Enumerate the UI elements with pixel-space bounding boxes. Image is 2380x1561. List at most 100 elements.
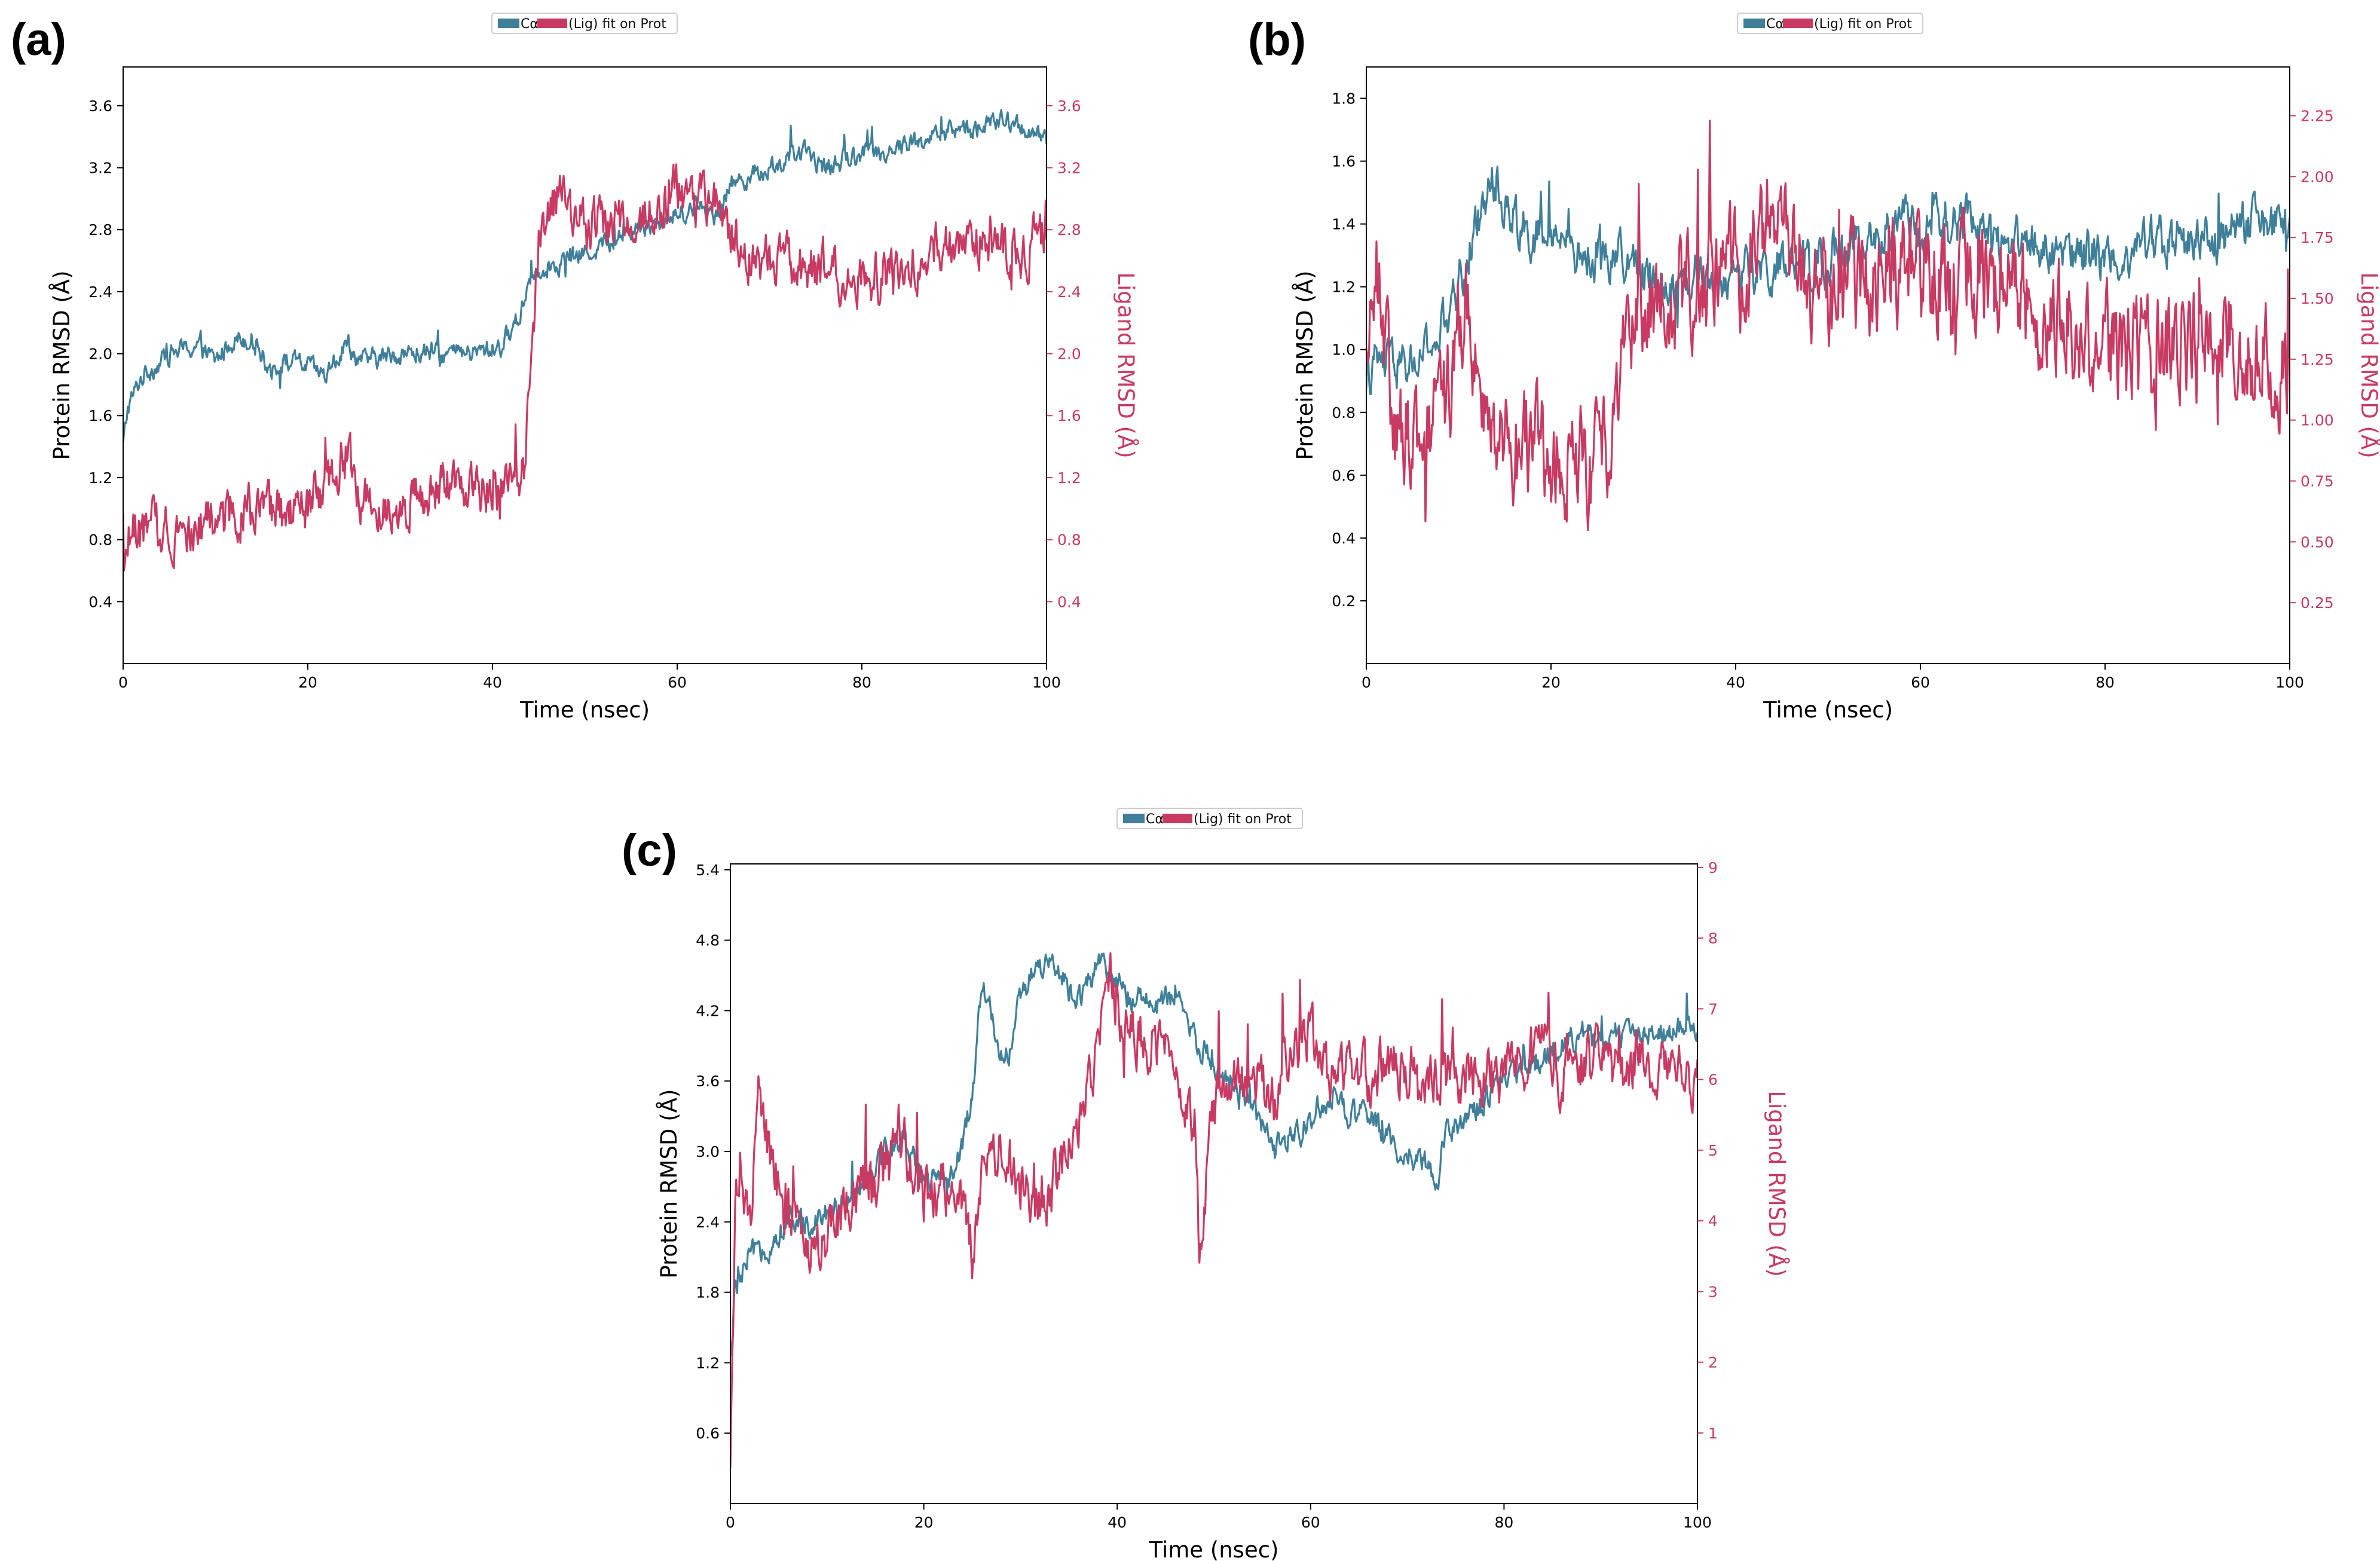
- y-left-tick-label: 5.4: [696, 862, 720, 879]
- y-left-tick-label: 0.4: [88, 593, 112, 610]
- y-left-axis-title: Protein RMSD (Å): [1292, 270, 1318, 460]
- y-left-tick-label: 1.0: [1332, 341, 1356, 359]
- legend-swatch-protein: [1743, 19, 1765, 28]
- legend: Cα (Lig) fit on Prot: [491, 13, 678, 34]
- x-tick-label: 40: [483, 674, 502, 691]
- y-left-tick-label: 2.4: [88, 283, 112, 301]
- y-left-tick-label: 0.8: [88, 531, 112, 549]
- x-axis-title: Time (nsec): [519, 697, 650, 723]
- y-right-tick-label: 2.8: [1057, 221, 1081, 239]
- legend-label-protein: Cα: [521, 17, 539, 32]
- y-left-tick-label: 1.8: [696, 1284, 720, 1302]
- x-axis-title: Time (nsec): [1148, 1537, 1278, 1561]
- y-right-tick-label: 5: [1708, 1142, 1718, 1159]
- y-left-tick-label: 1.4: [1332, 216, 1356, 233]
- y-right-tick-label: 1.50: [2301, 290, 2334, 307]
- y-right-axis-title: Ligand RMSD (Å): [2356, 272, 2380, 458]
- panel-label: (b): [1248, 14, 1306, 65]
- y-right-tick-label: 1.2: [1057, 469, 1081, 487]
- x-tick-label: 100: [2275, 674, 2304, 691]
- legend-frame: [1737, 13, 1923, 34]
- legend-swatch-ligand: [1163, 814, 1192, 823]
- x-tick-label: 80: [852, 674, 871, 691]
- y-right-tick-label: 0.8: [1057, 531, 1081, 549]
- chart-panel-0: (a) Cα (Lig) fit on Prot 0 20 40 60 80 100 0.4 0.8…: [11, 13, 1139, 723]
- y-left-tick-label: 3.6: [696, 1073, 720, 1090]
- y-right-tick-label: 1.00: [2301, 412, 2334, 429]
- y-right-tick-label: 0.75: [2301, 472, 2334, 490]
- legend-label-ligand: (Lig) fit on Prot: [1814, 17, 1912, 32]
- y-left-tick-label: 2.4: [696, 1214, 720, 1231]
- x-tick-label: 20: [914, 1514, 934, 1531]
- y-left-tick-label: 1.6: [1332, 153, 1356, 170]
- chart-panel-2: (c) Cα (Lig) fit on Prot 0 20 40 60 80 100 0.6 1.2…: [622, 808, 1790, 1561]
- legend-label-ligand: (Lig) fit on Prot: [568, 17, 666, 32]
- y-right-tick-label: 2.25: [2301, 107, 2334, 124]
- y-right-axis-title: Ligand RMSD (Å): [1113, 272, 1139, 458]
- x-tick-label: 20: [298, 674, 317, 691]
- legend-swatch-ligand: [1783, 19, 1813, 28]
- y-left-axis-title: Protein RMSD (Å): [656, 1089, 682, 1278]
- legend-swatch-protein: [1123, 814, 1145, 823]
- x-tick-label: 60: [668, 674, 687, 691]
- legend: Cα (Lig) fit on Prot: [1116, 808, 1303, 829]
- y-right-axis-title: Ligand RMSD (Å): [1764, 1090, 1790, 1276]
- legend-swatch-protein: [498, 19, 519, 28]
- legend-swatch-ligand: [537, 19, 567, 28]
- x-tick-label: 80: [1494, 1514, 1513, 1531]
- y-left-tick-label: 1.6: [88, 407, 112, 424]
- x-tick-label: 20: [1541, 674, 1561, 691]
- legend: Cα (Lig) fit on Prot: [1737, 13, 1923, 34]
- legend-frame: [1116, 808, 1303, 829]
- panel-label: (a): [11, 14, 66, 65]
- y-left-tick-label: 4.2: [696, 1002, 720, 1019]
- y-right-tick-label: 2.4: [1057, 283, 1081, 301]
- series-line-ligand: [123, 163, 1047, 572]
- legend-label-protein: Cα: [1146, 812, 1164, 827]
- y-right-tick-label: 2.00: [2301, 168, 2334, 185]
- y-right-tick-label: 3.2: [1057, 159, 1081, 176]
- legend-frame: [491, 13, 678, 34]
- y-right-tick-label: 8: [1708, 930, 1718, 947]
- x-tick-label: 60: [1301, 1514, 1320, 1531]
- y-left-tick-label: 1.2: [696, 1354, 720, 1371]
- series-line-ligand: [730, 952, 1697, 1469]
- y-right-tick-label: 3: [1708, 1283, 1718, 1300]
- y-right-tick-label: 6: [1708, 1071, 1718, 1089]
- x-tick-label: 0: [1362, 674, 1371, 691]
- y-right-tick-label: 3.6: [1057, 97, 1081, 115]
- y-right-tick-label: 0.50: [2301, 533, 2334, 551]
- y-left-axis-title: Protein RMSD (Å): [48, 270, 75, 460]
- y-right-tick-label: 0.25: [2301, 594, 2334, 612]
- x-tick-label: 100: [1683, 1514, 1712, 1531]
- y-right-tick-label: 0.4: [1057, 593, 1081, 610]
- legend-label-protein: Cα: [1766, 17, 1784, 32]
- panel-label: (c): [622, 825, 677, 876]
- y-left-tick-label: 0.8: [1332, 404, 1356, 421]
- y-right-tick-label: 4: [1708, 1212, 1718, 1230]
- y-left-tick-label: 0.6: [1332, 467, 1356, 484]
- y-left-tick-label: 2.8: [88, 221, 112, 239]
- y-right-tick-label: 1: [1708, 1425, 1718, 1442]
- y-left-tick-label: 3.0: [696, 1143, 720, 1160]
- y-left-tick-label: 1.8: [1332, 90, 1356, 108]
- x-tick-label: 80: [2095, 674, 2115, 691]
- series-line-ligand: [1366, 120, 2290, 531]
- y-left-tick-label: 1.2: [1332, 279, 1356, 296]
- y-left-tick-label: 3.2: [88, 159, 112, 176]
- chart-panel-1: (b) Cα (Lig) fit on Prot 0 20 40 60 80 100 0.2 0.4…: [1248, 13, 2380, 723]
- y-right-tick-label: 9: [1708, 859, 1718, 876]
- y-left-tick-label: 0.2: [1332, 592, 1356, 610]
- series-line-protein: [730, 952, 1697, 1357]
- y-right-tick-label: 7: [1708, 1000, 1718, 1018]
- x-axis-title: Time (nsec): [1763, 697, 1893, 723]
- y-left-tick-label: 2.0: [88, 346, 112, 363]
- x-tick-label: 100: [1032, 674, 1061, 691]
- x-tick-label: 40: [1108, 1514, 1127, 1531]
- y-left-tick-label: 3.6: [88, 97, 112, 115]
- y-right-tick-label: 1.75: [2301, 229, 2334, 246]
- y-left-tick-label: 0.4: [1332, 530, 1356, 547]
- y-left-tick-label: 1.2: [88, 469, 112, 487]
- x-tick-label: 0: [118, 674, 128, 691]
- series-line-protein: [123, 109, 1047, 444]
